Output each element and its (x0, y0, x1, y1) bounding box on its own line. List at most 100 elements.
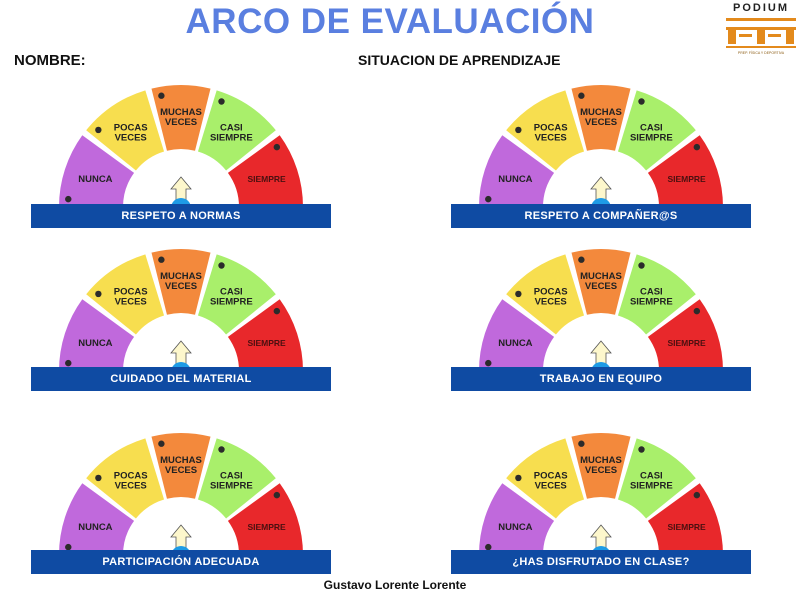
arc-segment-muchas (151, 249, 211, 315)
arc-badge-icon (158, 440, 165, 447)
author-credit: Gustavo Lorente Lorente (323, 578, 467, 592)
arc-gauge-disfrutado: NUNCA POCAS VECES MUCHAS VECES CASI SIEMPRE SIE… (451, 390, 751, 570)
arc-badge-icon (693, 307, 701, 315)
arc-segment-label-siempre: SIEMPRE (667, 174, 706, 184)
logo-subtext: PREP. FÍSICA Y DEPORTIVA (737, 51, 785, 55)
arc-banner-disfrutado: ¿HAS DISFRUTADO EN CLASE? (451, 550, 751, 574)
arc-segment-label-pocas: POCAS VECES (114, 470, 148, 491)
arc-segment-label-muchas: MUCHAS VECES (160, 455, 202, 476)
arc-segment-pocas (86, 90, 165, 171)
arc-segment-label-pocas: POCAS VECES (114, 286, 148, 307)
arc-segment-label-casi: CASI SIEMPRE (630, 470, 673, 491)
arc-segment-label-siempre: SIEMPRE (667, 338, 706, 348)
arc-segment-pocas (86, 438, 165, 519)
arc-segment-label-pocas: POCAS VECES (534, 286, 568, 307)
arc-segment-muchas (571, 433, 631, 499)
arc-badge-icon (158, 256, 165, 263)
arc-badge-icon (273, 307, 281, 315)
arc-segment-casi (617, 90, 696, 171)
arc-segment-muchas (571, 249, 631, 315)
arc-segment-siempre (227, 299, 303, 371)
arc-badge-icon (638, 98, 645, 105)
arc-segment-label-siempre: SIEMPRE (667, 522, 706, 532)
arc-segment-nunca (59, 299, 135, 371)
arc-banner-participacion: PARTICIPACIÓN ADECUADA (31, 550, 331, 574)
arc-segment-siempre (647, 483, 723, 555)
arc-badge-icon (95, 290, 102, 298)
arc-badge-icon (485, 543, 492, 551)
arc-badge-icon (218, 262, 225, 269)
arc-segment-nunca (479, 135, 555, 207)
arc-segment-label-muchas: MUCHAS VECES (580, 107, 622, 128)
arc-badge-icon (65, 195, 72, 203)
arc-segment-label-pocas: POCAS VECES (534, 470, 568, 491)
arc-segment-label-nunca: NUNCA (498, 338, 532, 349)
arc-badge-icon (638, 262, 645, 269)
arc-badge-icon (218, 98, 225, 105)
arc-segment-label-casi: CASI SIEMPRE (630, 122, 673, 143)
arc-gauge-respeto-companeros: NUNCA POCAS VECES MUCHAS VECES CASI SIEMPRE SIE… (451, 42, 751, 222)
arc-segment-siempre (647, 299, 723, 371)
arc-svg: NUNCA POCAS VECES MUCHAS VECES CASI SIEMPRE SIE… (59, 85, 303, 208)
arc-badge-icon (218, 446, 225, 453)
arc-banner-respeto-companeros: RESPETO A COMPAÑER@S (451, 204, 751, 228)
arc-segment-nunca (479, 299, 555, 371)
arc-gauge-trabajo-equipo: NUNCA POCAS VECES MUCHAS VECES CASI SIEMPRE SIE… (451, 206, 751, 386)
arc-svg: NUNCA POCAS VECES MUCHAS VECES CASI SIEMPRE SIE… (479, 249, 723, 372)
arc-badge-icon (638, 446, 645, 453)
arc-svg: NUNCA POCAS VECES MUCHAS VECES CASI SIEMPRE SIE… (59, 433, 303, 556)
arc-badge-icon (693, 491, 701, 499)
arc-svg: NUNCA POCAS VECES MUCHAS VECES CASI SIEMPRE SIE… (479, 433, 723, 556)
arc-segment-label-nunca: NUNCA (498, 174, 532, 185)
arc-svg: NUNCA POCAS VECES MUCHAS VECES CASI SIEMPRE SIE… (479, 85, 723, 208)
arc-segment-label-casi: CASI SIEMPRE (210, 470, 253, 491)
arc-segment-casi (197, 90, 276, 171)
arc-segment-casi (197, 438, 276, 519)
arc-badge-icon (273, 491, 281, 499)
arc-banner-respeto-normas: RESPETO A NORMAS (31, 204, 331, 228)
logo-word: PODIUM (733, 2, 789, 14)
arc-gauge-cuidado-material: NUNCA POCAS VECES MUCHAS VECES CASI SIEMPRE SIE… (31, 206, 331, 386)
arc-segment-label-nunca: NUNCA (78, 174, 112, 185)
arc-badge-icon (65, 359, 72, 367)
arc-segment-siempre (227, 135, 303, 207)
arc-segment-muchas (151, 433, 211, 499)
arc-badge-icon (578, 92, 585, 99)
arc-banner-trabajo-equipo: TRABAJO EN EQUIPO (451, 367, 751, 391)
arc-segment-casi (617, 438, 696, 519)
arc-segment-label-nunca: NUNCA (498, 522, 532, 533)
arc-segment-muchas (151, 85, 211, 151)
arc-segment-label-nunca: NUNCA (78, 338, 112, 349)
arc-segment-pocas (506, 438, 585, 519)
arc-segment-label-nunca: NUNCA (78, 522, 112, 533)
arc-segment-label-casi: CASI SIEMPRE (210, 122, 253, 143)
arc-segment-pocas (86, 254, 165, 335)
arc-segment-label-casi: CASI SIEMPRE (210, 286, 253, 307)
arc-gauge-respeto-normas: NUNCA POCAS VECES MUCHAS VECES CASI SIEMPRE SIE… (31, 42, 331, 222)
arc-segment-label-muchas: MUCHAS VECES (160, 107, 202, 128)
arc-segment-label-siempre: SIEMPRE (247, 174, 286, 184)
arc-segment-label-pocas: POCAS VECES (114, 122, 148, 143)
arc-segment-casi (197, 254, 276, 335)
nombre-label: NOMBRE: (14, 52, 86, 69)
podium-logo: PODIUM PREP. FÍSICA Y DEPORTIVA (724, 2, 798, 62)
arc-svg: NUNCA POCAS VECES MUCHAS VECES CASI SIEMPRE SIE… (59, 249, 303, 372)
arc-badge-icon (515, 290, 522, 298)
arc-segment-pocas (506, 90, 585, 171)
arc-badge-icon (273, 143, 281, 151)
arc-gauge-participacion: NUNCA POCAS VECES MUCHAS VECES CASI SIEMPRE SIE… (31, 390, 331, 570)
arc-segment-nunca (479, 483, 555, 555)
arc-segment-casi (617, 254, 696, 335)
arc-badge-icon (65, 543, 72, 551)
arc-badge-icon (485, 359, 492, 367)
arc-segment-label-muchas: MUCHAS VECES (580, 455, 622, 476)
arc-segment-nunca (59, 483, 135, 555)
arc-segment-label-casi: CASI SIEMPRE (630, 286, 673, 307)
arc-badge-icon (485, 195, 492, 203)
arc-badge-icon (693, 143, 701, 151)
arc-badge-icon (578, 440, 585, 447)
arc-segment-nunca (59, 135, 135, 207)
situacion-label: SITUACION DE APRENDIZAJE (358, 52, 561, 68)
arc-segment-pocas (506, 254, 585, 335)
arc-segment-siempre (647, 135, 723, 207)
